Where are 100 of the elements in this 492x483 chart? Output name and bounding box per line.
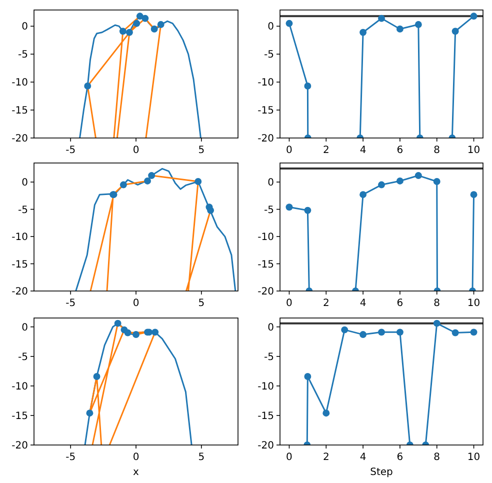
point — [84, 82, 92, 90]
point — [150, 26, 158, 32]
point — [144, 178, 151, 184]
x-tick-label: 4 — [360, 452, 366, 463]
y-tick-label: -15 — [258, 259, 274, 270]
x-tick-label: 10 — [467, 298, 480, 309]
point — [360, 28, 367, 36]
x-tick-label: 5 — [198, 145, 205, 156]
point — [148, 172, 156, 179]
point — [470, 328, 478, 336]
y-tick-label: -10 — [258, 78, 274, 89]
point — [304, 206, 312, 214]
point — [93, 373, 100, 380]
point — [322, 410, 330, 417]
point — [207, 206, 214, 214]
point — [396, 328, 404, 336]
point — [120, 181, 127, 188]
point — [378, 328, 385, 336]
x-tick-label: 0 — [286, 145, 292, 156]
point — [133, 20, 140, 27]
point — [433, 320, 440, 327]
point — [414, 21, 422, 28]
point — [341, 326, 348, 334]
point — [360, 331, 367, 338]
y-tick-label: -15 — [12, 410, 28, 422]
x-tick-label: 0 — [132, 452, 140, 463]
y-tick-label: -15 — [258, 410, 274, 422]
point — [452, 329, 459, 336]
x-tick-label: 2 — [322, 452, 330, 463]
point — [433, 178, 440, 185]
point — [414, 172, 422, 179]
point — [304, 82, 312, 90]
point — [126, 28, 133, 36]
point — [452, 28, 459, 35]
point — [194, 178, 202, 185]
x-tick-label: 0 — [132, 298, 140, 309]
x-tick-label: 2 — [322, 298, 330, 309]
x-tick-label: 6 — [396, 452, 404, 463]
point — [470, 191, 478, 198]
y-tick-label: -5 — [264, 352, 274, 363]
y-tick-label: -10 — [258, 381, 274, 392]
point — [136, 12, 144, 20]
y-tick-label: -20 — [12, 440, 28, 452]
point — [470, 12, 478, 20]
x-tick-label: 2 — [322, 145, 330, 156]
y-tick-label: -5 — [264, 50, 274, 61]
x-tick-label: 10 — [467, 145, 480, 156]
y-tick-label: -10 — [12, 232, 28, 244]
y-tick-label: 0 — [22, 22, 28, 33]
point — [378, 14, 385, 22]
point — [360, 191, 367, 198]
point — [157, 21, 164, 28]
point — [304, 373, 312, 380]
y-tick-label: 0 — [268, 22, 274, 33]
point — [286, 20, 293, 27]
point — [86, 410, 94, 417]
x-tick-label: 6 — [396, 298, 404, 309]
x-tick-label: 5 — [198, 452, 205, 463]
y-tick-label: -5 — [18, 204, 28, 216]
y-tick-label: -15 — [12, 259, 28, 270]
x-tick-label: 5 — [198, 298, 205, 309]
x-tick-label: 4 — [360, 145, 366, 156]
point — [124, 329, 132, 336]
y-tick-label: -20 — [258, 286, 274, 298]
x-tick-label: 0 — [286, 298, 292, 309]
y-tick-label: -5 — [264, 204, 274, 216]
x-axis-title: x — [133, 467, 140, 478]
x-tick-label: 0 — [286, 452, 292, 463]
y-tick-label: -20 — [258, 440, 274, 452]
point — [114, 320, 122, 327]
y-tick-label: 0 — [22, 322, 28, 334]
y-tick-label: -5 — [18, 50, 28, 61]
point — [396, 178, 404, 184]
y-tick-label: -20 — [258, 134, 274, 144]
y-tick-label: 0 — [22, 178, 28, 189]
x-axis-title: Step — [370, 467, 393, 478]
point — [132, 331, 140, 338]
x-tick-label: 8 — [434, 452, 440, 463]
y-tick-label: -20 — [12, 134, 28, 144]
x-tick-label: 0 — [132, 145, 140, 156]
y-tick-label: 0 — [268, 178, 274, 189]
x-tick-label: -5 — [66, 452, 76, 463]
x-tick-label: -5 — [66, 145, 76, 156]
x-tick-label: -5 — [66, 298, 76, 309]
y-tick-label: -15 — [258, 106, 274, 117]
point — [152, 328, 159, 336]
x-tick-label: 8 — [434, 298, 440, 309]
y-tick-label: -15 — [12, 106, 28, 117]
point — [378, 181, 385, 188]
point — [119, 28, 126, 35]
y-tick-label: -20 — [12, 286, 28, 298]
point — [396, 26, 404, 32]
y-tick-label: -10 — [258, 232, 274, 244]
point — [286, 204, 293, 211]
x-tick-label: 4 — [360, 298, 366, 309]
y-tick-label: -10 — [12, 381, 28, 392]
x-tick-label: 10 — [467, 452, 480, 463]
x-tick-label: 6 — [396, 145, 404, 156]
y-tick-label: -10 — [12, 78, 28, 89]
y-tick-label: 0 — [268, 322, 274, 334]
